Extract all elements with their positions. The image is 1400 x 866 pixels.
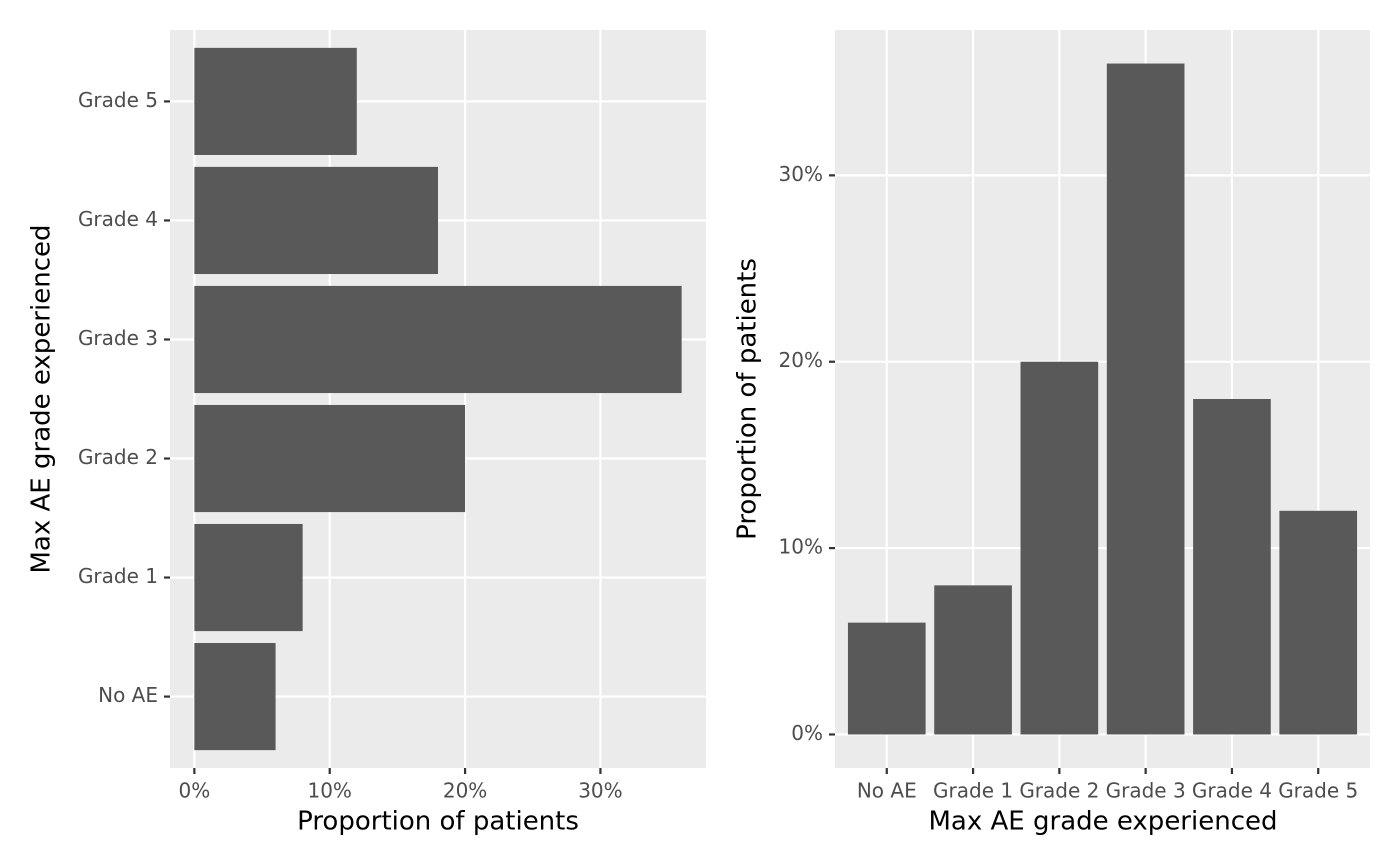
category-label: Grade 3	[78, 326, 158, 350]
value-tick-label: 0%	[791, 721, 823, 745]
category-label: No AE	[98, 683, 158, 707]
bar	[1193, 399, 1271, 735]
category-label: Grade 2	[78, 445, 158, 469]
value-tick-label: 30%	[578, 779, 622, 803]
category-label: Grade 2	[1019, 779, 1099, 803]
category-label: No AE	[857, 779, 917, 803]
y-axis-title: Max AE grade experienced	[27, 225, 57, 574]
value-tick-label: 10%	[779, 535, 823, 559]
bar	[194, 285, 682, 394]
bar	[194, 404, 466, 513]
bar	[194, 643, 276, 751]
category-label: Grade 5	[78, 88, 158, 112]
bar	[934, 585, 1012, 735]
bar	[194, 166, 438, 275]
category-label: Grade 4	[1192, 779, 1272, 803]
bar	[1279, 510, 1358, 735]
value-tick-label: 0%	[178, 779, 210, 803]
value-tick-label: 20%	[443, 779, 487, 803]
value-tick-label: 20%	[779, 348, 823, 372]
value-tick-label: 10%	[307, 779, 351, 803]
value-tick-label: 30%	[779, 162, 823, 186]
bar	[1106, 63, 1185, 735]
category-label: Grade 1	[933, 779, 1013, 803]
category-label: Grade 3	[1106, 779, 1186, 803]
y-axis-title: Proportion of patients	[733, 258, 763, 540]
category-label: Grade 5	[1278, 779, 1358, 803]
x-axis-title: Proportion of patients	[297, 807, 579, 837]
category-label: Grade 1	[78, 564, 158, 588]
bar	[1020, 361, 1099, 735]
bar	[847, 622, 926, 735]
category-label: Grade 4	[78, 207, 158, 231]
bar	[194, 47, 357, 155]
x-axis-title: Max AE grade experienced	[929, 807, 1278, 837]
bar	[194, 523, 303, 632]
